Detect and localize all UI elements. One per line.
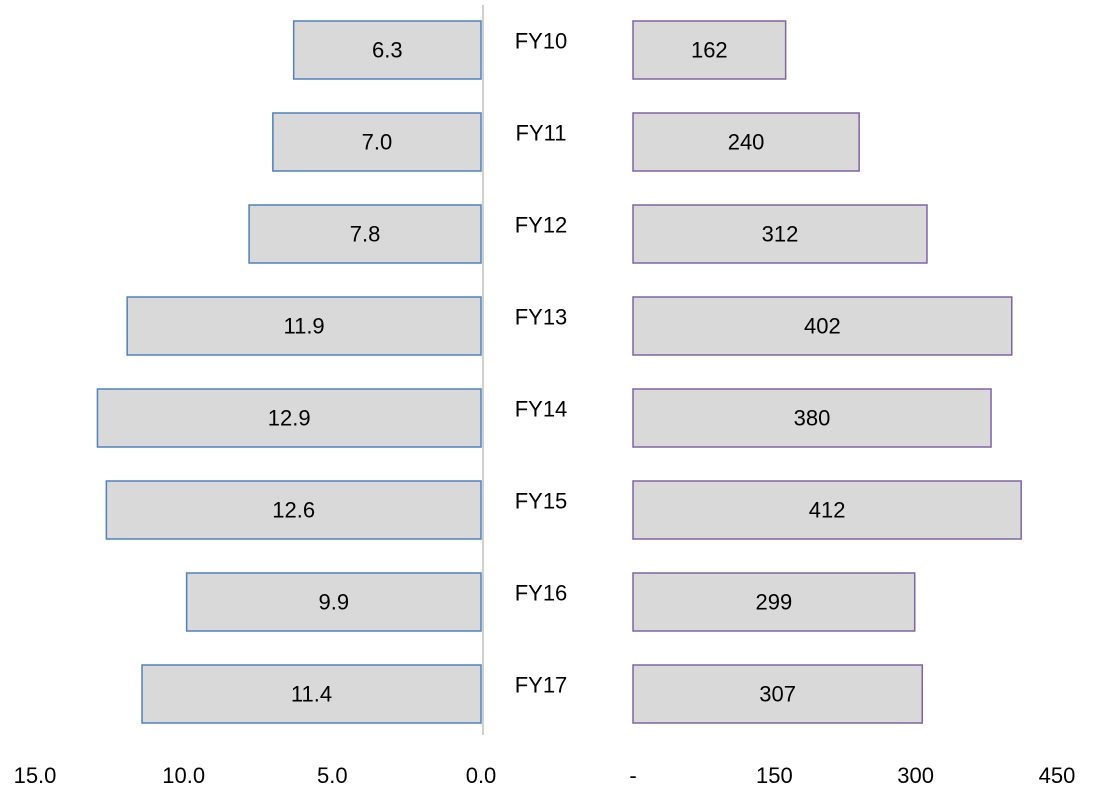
left-bar xyxy=(96,388,482,448)
left-axis-tick-labels: 15.0 10.0 5.0 0.0 xyxy=(14,763,497,788)
right-axis-tick-label: 300 xyxy=(897,763,934,788)
right-bar-data-label: 380 xyxy=(794,406,831,431)
left-bar-data-label: 7.0 xyxy=(362,130,393,155)
right-axis-tick-labels: - 150 300 450 xyxy=(629,763,1075,788)
left-bar-data-label: 11.4 xyxy=(291,682,332,707)
right-bar-data-label: 299 xyxy=(756,590,793,615)
right-bar xyxy=(632,20,787,80)
left-bar xyxy=(105,480,482,540)
right-bar-data-label: 162 xyxy=(691,38,728,63)
right-axis-tick-label: - xyxy=(629,763,636,788)
left-bar xyxy=(248,204,482,264)
right-bar xyxy=(632,480,1022,540)
right-bar-data-label: 312 xyxy=(762,222,799,247)
category-label: FY10 xyxy=(515,29,568,54)
category-label: FY13 xyxy=(515,305,568,330)
right-bar xyxy=(632,572,916,632)
category-label: FY14 xyxy=(515,397,568,422)
right-bar xyxy=(632,204,928,264)
left-axis-tick-label: 0.0 xyxy=(466,763,497,788)
right-bar xyxy=(632,296,1013,356)
left-bar xyxy=(141,664,482,724)
left-bar-data-label: 7.8 xyxy=(350,222,381,247)
left-axis-tick-label: 10.0 xyxy=(162,763,205,788)
right-bar-data-label: 307 xyxy=(759,682,796,707)
left-bar-data-label: 9.9 xyxy=(319,590,350,615)
right-bar xyxy=(632,112,860,172)
category-label: FY11 xyxy=(516,121,567,146)
left-bar-data-label: 12.6 xyxy=(272,498,315,523)
left-bar xyxy=(292,20,482,80)
left-axis-tick-label: 5.0 xyxy=(317,763,348,788)
left-series-bars: 6.3 7.0 7.8 11.9 12.9 12.6 9.9 11.4 xyxy=(96,20,482,724)
left-bar-data-label: 12.9 xyxy=(268,406,311,431)
left-bar-data-label: 6.3 xyxy=(372,38,403,63)
left-axis-tick-label: 15.0 xyxy=(14,763,57,788)
right-bar-data-label: 412 xyxy=(809,498,846,523)
right-axis-tick-label: 450 xyxy=(1039,763,1076,788)
category-labels: FY10 FY11 FY12 FY13 FY14 FY15 FY16 FY17 xyxy=(515,29,568,698)
category-label: FY17 xyxy=(515,673,568,698)
left-bar xyxy=(272,112,482,172)
right-bar-data-label: 402 xyxy=(804,314,841,339)
right-bar xyxy=(632,388,992,448)
category-label: FY15 xyxy=(515,489,568,514)
category-label: FY12 xyxy=(515,213,568,238)
right-bar xyxy=(632,664,924,724)
left-bar xyxy=(185,572,482,632)
left-bar xyxy=(126,296,482,356)
left-bar-data-label: 11.9 xyxy=(283,314,324,339)
category-label: FY16 xyxy=(515,581,568,606)
right-bar-data-label: 240 xyxy=(728,130,765,155)
right-axis-tick-label: 150 xyxy=(756,763,793,788)
right-series-bars: 162 240 312 402 380 412 299 307 xyxy=(632,20,1022,724)
